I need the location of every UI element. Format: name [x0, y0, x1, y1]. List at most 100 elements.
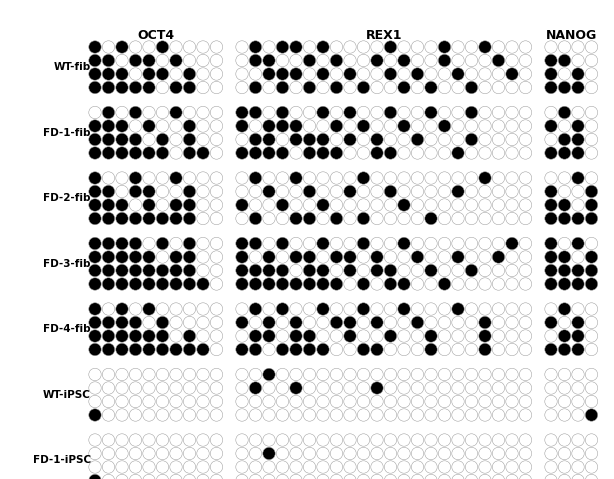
Circle shape [398, 212, 410, 225]
Circle shape [572, 278, 584, 290]
Circle shape [398, 278, 410, 290]
Circle shape [465, 172, 478, 184]
Circle shape [519, 264, 532, 277]
Circle shape [357, 54, 370, 67]
Circle shape [170, 237, 182, 250]
Circle shape [425, 343, 437, 356]
Circle shape [290, 316, 302, 329]
Circle shape [143, 409, 155, 421]
Circle shape [425, 395, 437, 408]
Circle shape [411, 368, 424, 381]
Circle shape [317, 54, 329, 67]
Circle shape [116, 409, 128, 421]
Circle shape [249, 368, 262, 381]
Circle shape [384, 120, 397, 132]
Circle shape [558, 41, 570, 53]
Circle shape [130, 330, 142, 342]
Circle shape [103, 395, 115, 408]
Circle shape [465, 330, 478, 342]
Circle shape [465, 237, 478, 250]
Circle shape [170, 41, 182, 53]
Text: WT-fib: WT-fib [54, 62, 91, 72]
Circle shape [411, 474, 424, 479]
Circle shape [290, 395, 302, 408]
Circle shape [103, 147, 115, 159]
Circle shape [465, 120, 478, 132]
Circle shape [384, 368, 397, 381]
Circle shape [317, 251, 329, 263]
Circle shape [330, 395, 343, 408]
Circle shape [545, 41, 558, 53]
Circle shape [103, 409, 115, 421]
Circle shape [344, 474, 356, 479]
Circle shape [317, 395, 329, 408]
Circle shape [103, 237, 115, 250]
Circle shape [197, 278, 209, 290]
Circle shape [236, 41, 248, 53]
Circle shape [130, 120, 142, 132]
Circle shape [572, 199, 584, 211]
Circle shape [89, 447, 101, 460]
Circle shape [411, 81, 424, 94]
Circle shape [384, 316, 397, 329]
Circle shape [585, 264, 597, 277]
Circle shape [558, 447, 570, 460]
Circle shape [492, 68, 505, 80]
Circle shape [558, 409, 570, 421]
Circle shape [479, 330, 491, 342]
Circle shape [357, 264, 370, 277]
Circle shape [116, 133, 128, 146]
Circle shape [545, 264, 558, 277]
Circle shape [519, 199, 532, 211]
Circle shape [465, 316, 478, 329]
Circle shape [317, 41, 329, 53]
Circle shape [89, 330, 101, 342]
Circle shape [290, 330, 302, 342]
Circle shape [411, 133, 424, 146]
Circle shape [452, 278, 464, 290]
Circle shape [425, 447, 437, 460]
Circle shape [492, 41, 505, 53]
Circle shape [89, 264, 101, 277]
Circle shape [585, 461, 597, 473]
Circle shape [170, 461, 182, 473]
Circle shape [438, 395, 451, 408]
Circle shape [479, 133, 491, 146]
Circle shape [276, 68, 289, 80]
Circle shape [398, 382, 410, 394]
Circle shape [263, 147, 275, 159]
Circle shape [384, 199, 397, 211]
Circle shape [519, 147, 532, 159]
Circle shape [303, 382, 316, 394]
Circle shape [197, 368, 209, 381]
Circle shape [492, 81, 505, 94]
Circle shape [371, 185, 383, 198]
Circle shape [558, 395, 570, 408]
Circle shape [116, 237, 128, 250]
Circle shape [130, 316, 142, 329]
Text: OCT4: OCT4 [137, 28, 174, 42]
Circle shape [452, 133, 464, 146]
Circle shape [585, 382, 597, 394]
Circle shape [519, 81, 532, 94]
Circle shape [558, 330, 570, 342]
Circle shape [330, 81, 343, 94]
Circle shape [572, 474, 584, 479]
Circle shape [519, 278, 532, 290]
Circle shape [344, 278, 356, 290]
Circle shape [572, 409, 584, 421]
Circle shape [585, 368, 597, 381]
Circle shape [303, 199, 316, 211]
Circle shape [479, 395, 491, 408]
Circle shape [519, 133, 532, 146]
Circle shape [357, 395, 370, 408]
Circle shape [506, 251, 518, 263]
Circle shape [303, 68, 316, 80]
Circle shape [357, 474, 370, 479]
Circle shape [519, 54, 532, 67]
Circle shape [357, 447, 370, 460]
Circle shape [411, 185, 424, 198]
Circle shape [452, 172, 464, 184]
Circle shape [330, 447, 343, 460]
Text: FD-2-fib: FD-2-fib [44, 193, 91, 203]
